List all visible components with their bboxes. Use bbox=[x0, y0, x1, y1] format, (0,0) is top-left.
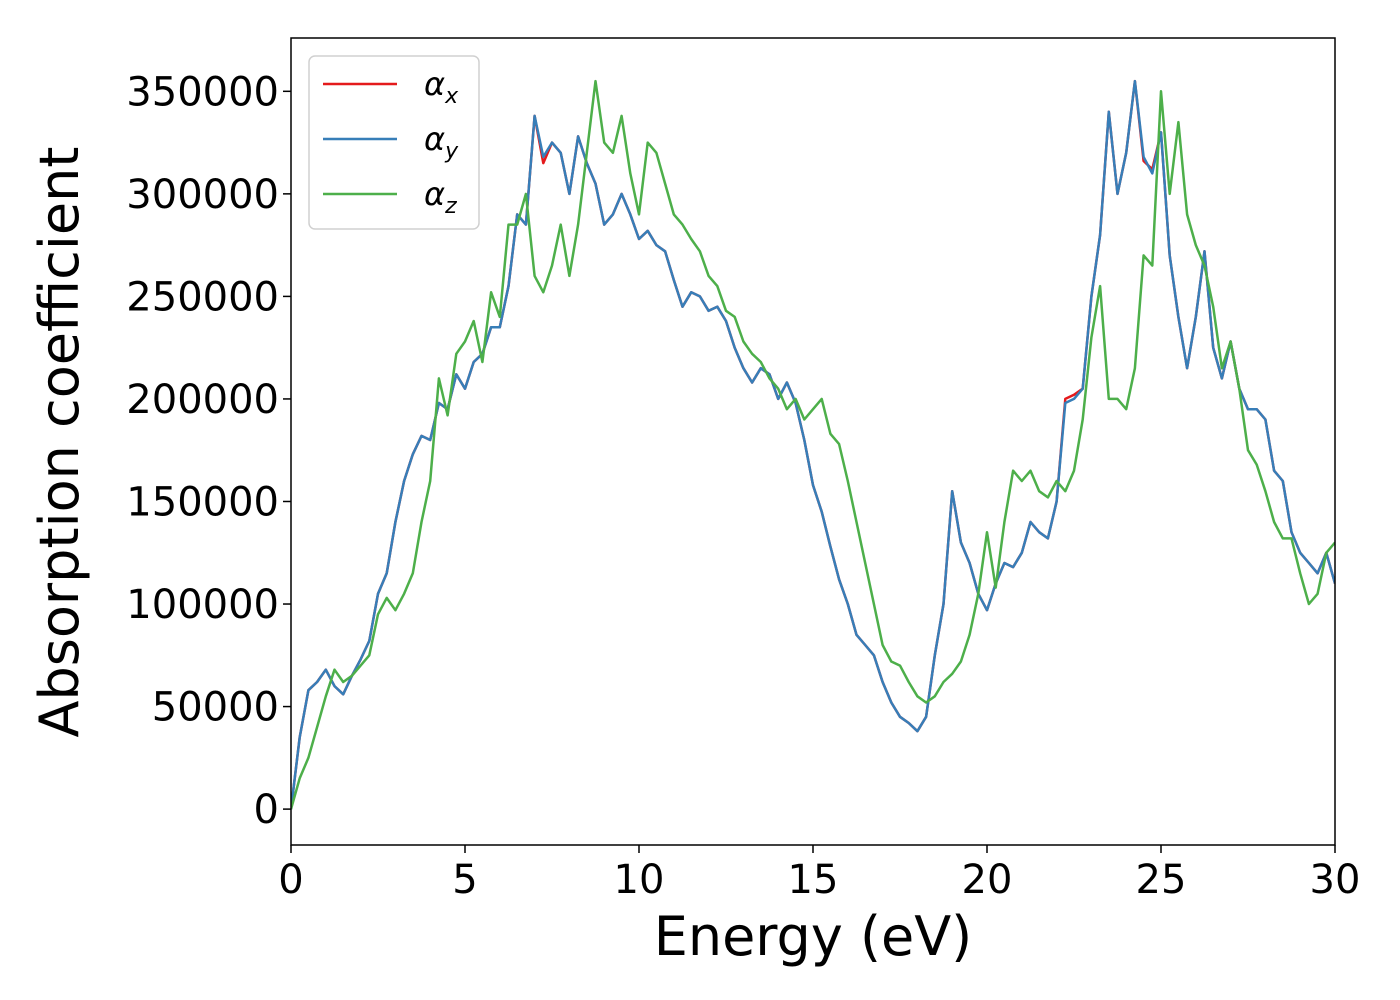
x-tick-label: 30 bbox=[1310, 857, 1361, 903]
x-tick-label: 5 bbox=[452, 857, 477, 903]
legend-label: αx bbox=[424, 65, 459, 109]
x-tick-label: 25 bbox=[1136, 857, 1187, 903]
x-axis-label: Energy (eV) bbox=[654, 905, 973, 968]
x-tick-label: 10 bbox=[614, 857, 665, 903]
y-tick-label: 150000 bbox=[126, 479, 279, 525]
y-tick-label: 250000 bbox=[126, 274, 279, 320]
legend-label: αz bbox=[424, 175, 457, 219]
legend-box bbox=[308, 55, 480, 230]
plot-frame bbox=[290, 37, 1336, 846]
series-line bbox=[291, 79, 1335, 810]
y-tick-label: 350000 bbox=[126, 69, 279, 115]
y-tick-label: 0 bbox=[254, 787, 279, 833]
y-tick-label: 100000 bbox=[126, 582, 279, 628]
legend-label: αy bbox=[424, 120, 459, 164]
x-tick-label: 15 bbox=[788, 857, 839, 903]
y-tick-label: 200000 bbox=[126, 377, 279, 423]
y-tick-label: 50000 bbox=[152, 685, 279, 731]
x-tick-label: 0 bbox=[278, 857, 303, 903]
y-tick-label: 300000 bbox=[126, 172, 279, 218]
x-tick-label: 20 bbox=[962, 857, 1013, 903]
y-axis-label: Absorption coefficient bbox=[28, 147, 91, 738]
series-line bbox=[291, 79, 1335, 810]
